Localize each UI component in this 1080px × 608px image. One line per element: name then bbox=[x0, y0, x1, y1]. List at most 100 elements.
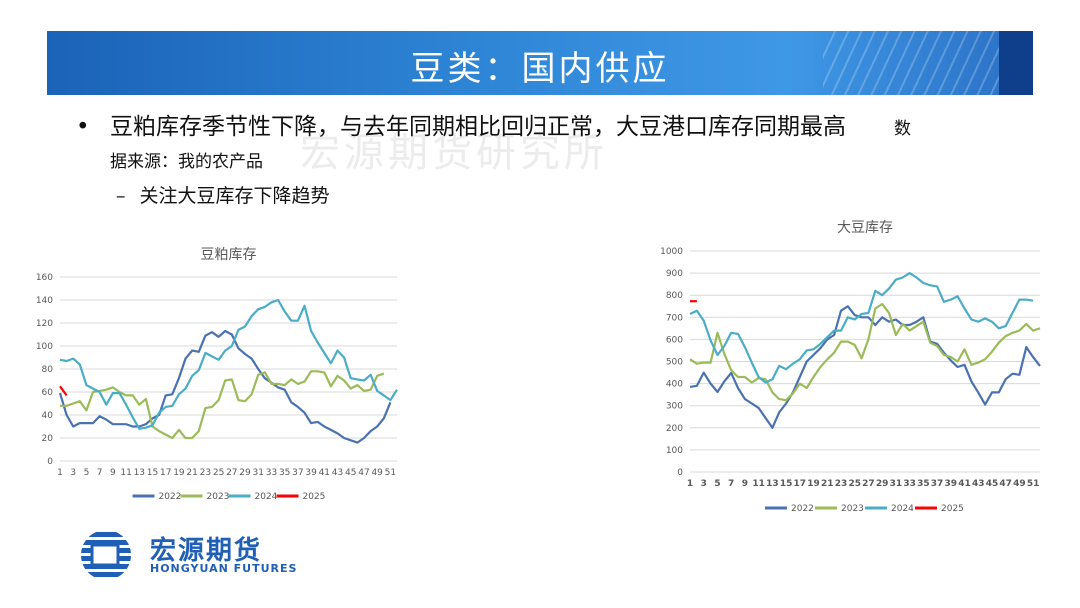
x-tick-label: 17 bbox=[160, 468, 171, 478]
x-tick-label: 13 bbox=[766, 479, 779, 489]
y-tick-label: 60 bbox=[42, 388, 54, 398]
series-line-2025 bbox=[59, 385, 68, 397]
x-tick-label: 29 bbox=[239, 468, 251, 478]
y-tick-label: 600 bbox=[666, 335, 683, 345]
x-tick-label: 23 bbox=[835, 479, 848, 489]
x-tick-label: 3 bbox=[701, 479, 707, 489]
x-tick-label: 35 bbox=[279, 468, 290, 478]
y-tick-label: 100 bbox=[666, 446, 683, 456]
x-tick-label: 49 bbox=[371, 468, 383, 478]
x-tick-label: 43 bbox=[972, 479, 985, 489]
chart-title: 豆粕库存 bbox=[201, 247, 257, 263]
y-tick-label: 40 bbox=[42, 411, 54, 421]
banner-end-block bbox=[999, 31, 1033, 95]
x-tick-label: 27 bbox=[226, 468, 237, 478]
y-tick-label: 20 bbox=[42, 434, 54, 444]
x-tick-label: 43 bbox=[332, 468, 343, 478]
logo-chinese-name: 宏源期货 bbox=[150, 536, 263, 566]
x-tick-label: 27 bbox=[862, 479, 875, 489]
legend-label-2024: 2024 bbox=[891, 504, 914, 514]
x-tick-label: 1 bbox=[57, 468, 63, 478]
chart-title: 大豆库存 bbox=[837, 220, 893, 236]
y-tick-label: 0 bbox=[677, 468, 683, 478]
logo-emblem-icon bbox=[81, 530, 131, 580]
x-tick-label: 19 bbox=[173, 468, 185, 478]
x-tick-label: 45 bbox=[986, 479, 999, 489]
series-line-2022 bbox=[689, 305, 1041, 429]
y-tick-label: 160 bbox=[36, 273, 53, 283]
x-tick-label: 31 bbox=[890, 479, 903, 489]
x-tick-label: 37 bbox=[292, 468, 303, 478]
y-tick-label: 800 bbox=[666, 291, 683, 301]
series-line-2023 bbox=[60, 370, 385, 440]
legend-label-2025: 2025 bbox=[303, 492, 326, 502]
x-tick-label: 47 bbox=[358, 468, 369, 478]
sub-bullet-dash: – bbox=[116, 185, 126, 207]
x-tick-label: 25 bbox=[213, 468, 224, 478]
title-banner: 豆类：国内供应 bbox=[47, 31, 1033, 95]
x-tick-label: 15 bbox=[780, 479, 793, 489]
sub-bullet: – 关注大豆库存下降趋势 bbox=[116, 181, 330, 208]
series-line-2022 bbox=[58, 329, 392, 444]
y-tick-label: 120 bbox=[36, 319, 53, 329]
x-tick-label: 17 bbox=[794, 479, 807, 489]
y-tick-label: 140 bbox=[36, 296, 53, 306]
legend-label-2022: 2022 bbox=[791, 504, 814, 514]
main-bullet-text: 豆粕库存季节性下降，与去年同期相比回归正常，大豆港口库存同期最高 数据来源：我的农… bbox=[110, 112, 916, 178]
x-tick-label: 37 bbox=[931, 479, 944, 489]
x-tick-label: 41 bbox=[958, 479, 971, 489]
x-tick-label: 9 bbox=[742, 479, 748, 489]
x-tick-label: 5 bbox=[84, 468, 90, 478]
x-tick-label: 51 bbox=[385, 468, 396, 478]
x-tick-label: 45 bbox=[345, 468, 356, 478]
legend-label-2023: 2023 bbox=[841, 504, 864, 514]
x-tick-label: 21 bbox=[186, 468, 197, 478]
y-tick-label: 900 bbox=[666, 269, 683, 279]
y-tick-label: 100 bbox=[36, 342, 53, 352]
legend-label-2023: 2023 bbox=[207, 492, 230, 502]
series-line-2024 bbox=[59, 298, 398, 430]
x-tick-label: 23 bbox=[200, 468, 211, 478]
x-tick-label: 19 bbox=[807, 479, 820, 489]
y-tick-label: 500 bbox=[666, 358, 683, 368]
x-tick-label: 13 bbox=[134, 468, 145, 478]
x-tick-label: 39 bbox=[305, 468, 317, 478]
x-tick-label: 5 bbox=[714, 479, 720, 489]
series-line-2024 bbox=[689, 271, 1034, 384]
x-tick-label: 35 bbox=[917, 479, 930, 489]
x-tick-label: 39 bbox=[945, 479, 958, 489]
y-tick-label: 400 bbox=[666, 380, 683, 390]
x-tick-label: 7 bbox=[97, 468, 103, 478]
legend-label-2024: 2024 bbox=[255, 492, 278, 502]
x-tick-label: 25 bbox=[848, 479, 861, 489]
x-tick-label: 9 bbox=[110, 468, 116, 478]
page-title: 豆类：国内供应 bbox=[410, 49, 670, 89]
x-tick-label: 47 bbox=[999, 479, 1012, 489]
x-tick-label: 11 bbox=[120, 468, 131, 478]
y-tick-label: 80 bbox=[42, 365, 54, 375]
y-tick-label: 700 bbox=[666, 313, 683, 323]
x-tick-label: 1 bbox=[687, 479, 693, 489]
legend-label-2025: 2025 bbox=[941, 504, 964, 514]
y-tick-label: 300 bbox=[666, 402, 683, 412]
data-source-note: 数据来源：我的农产品 bbox=[110, 119, 911, 172]
series-line-2023 bbox=[689, 302, 1041, 402]
sub-bullet-text: 关注大豆库存下降趋势 bbox=[139, 185, 330, 207]
x-tick-label: 29 bbox=[876, 479, 889, 489]
soymeal-inventory-chart: 豆粕库存 0 20 40 60 80 100 120 140 160 1 3 5 7 9 11 13 15 17 19… bbox=[36, 247, 398, 502]
y-tick-label: 0 bbox=[47, 457, 53, 467]
bullet-dot-icon: • bbox=[76, 114, 90, 140]
x-tick-label: 15 bbox=[147, 468, 158, 478]
x-tick-label: 33 bbox=[903, 479, 916, 489]
x-tick-label: 51 bbox=[1027, 479, 1040, 489]
logo-english-name: HONGYUAN FUTURES bbox=[150, 562, 298, 575]
banner-stripes bbox=[823, 31, 1033, 95]
y-tick-label: 1000 bbox=[660, 247, 683, 257]
x-tick-label: 31 bbox=[253, 468, 264, 478]
x-tick-label: 11 bbox=[752, 479, 765, 489]
legend-label-2022: 2022 bbox=[159, 492, 182, 502]
x-tick-label: 7 bbox=[728, 479, 734, 489]
x-tick-label: 21 bbox=[821, 479, 834, 489]
y-tick-label: 200 bbox=[666, 424, 683, 434]
